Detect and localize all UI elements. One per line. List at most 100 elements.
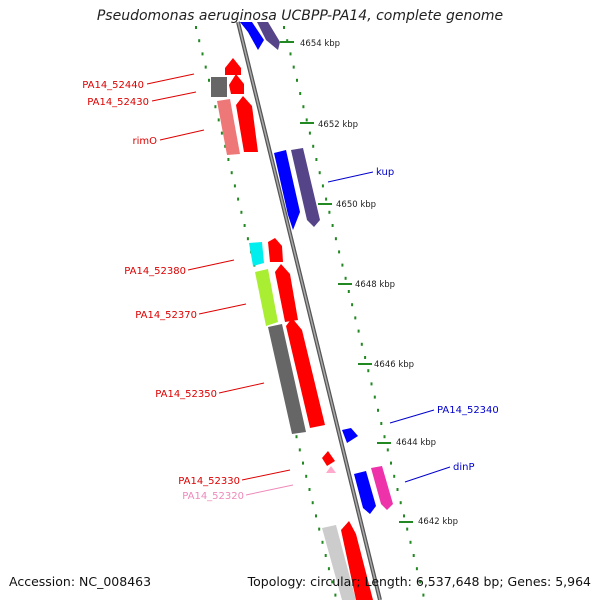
leader-line — [389, 409, 435, 424]
gene-arrow-rimo[interactable] — [236, 96, 258, 152]
boundary-dot — [412, 554, 415, 557]
boundary-dot — [208, 78, 210, 82]
kbp-label: 4652 kbp — [318, 120, 358, 130]
gene-label[interactable]: PA14_52370 — [135, 310, 197, 321]
boundary-dot — [318, 527, 321, 531]
boundary-dot — [204, 65, 207, 69]
boundary-dot — [351, 303, 354, 307]
gene-label[interactable]: rimO — [132, 136, 157, 147]
boundary-dot — [383, 435, 386, 439]
leader-line — [241, 469, 291, 481]
gene-arrow-kup-cog[interactable] — [291, 148, 320, 227]
leader-line — [198, 303, 247, 315]
boundary-dot — [367, 369, 370, 373]
boundary-dot — [325, 197, 328, 201]
gene-arrow-pa14-52340[interactable] — [342, 428, 358, 443]
gene-block-pa14-52430-cog[interactable] — [211, 77, 227, 97]
gene-arrow-pa14-52350[interactable] — [286, 318, 325, 428]
gene-arrow-dinp[interactable] — [354, 471, 376, 514]
kbp-ticks — [280, 41, 413, 523]
boundary-dot — [341, 263, 344, 267]
leader-line — [218, 382, 265, 394]
gene-label[interactable]: PA14_52340 — [437, 405, 499, 416]
gene-label[interactable]: kup — [376, 167, 394, 178]
gene-arrow[interactable] — [257, 22, 280, 50]
boundary-dot — [246, 237, 249, 241]
gene-arrow-bottom[interactable] — [341, 521, 373, 600]
boundary-dot — [415, 567, 418, 571]
gene-label[interactable]: PA14_52320 — [182, 491, 244, 502]
boundary-dot — [370, 382, 373, 386]
boundary-dot — [380, 422, 383, 425]
gene-arrow-pa14-52430[interactable] — [229, 74, 244, 94]
right-dotted-boundary — [283, 26, 425, 597]
boundary-dot — [308, 488, 311, 491]
gene-block-pa14-52370-cog[interactable] — [255, 269, 278, 326]
gene-block-rimo-cog[interactable] — [217, 99, 240, 155]
gene-arrow[interactable] — [240, 22, 264, 50]
gene-label[interactable]: PA14_52330 — [178, 476, 240, 487]
gene-arrow-kup[interactable] — [274, 150, 300, 230]
gene-label[interactable]: PA14_52350 — [155, 389, 217, 400]
gene-block-bottom-cog[interactable] — [322, 525, 356, 600]
boundary-dot — [305, 474, 308, 478]
gene-arrow-pa14-52320[interactable] — [326, 466, 336, 473]
boundary-dot — [217, 118, 220, 122]
gene-arrow-pa14-52370[interactable] — [275, 264, 298, 322]
boundary-dot — [224, 144, 227, 148]
kbp-label: 4650 kbp — [336, 200, 376, 210]
boundary-dot — [233, 184, 236, 188]
boundary-dot — [295, 435, 298, 439]
boundary-dot — [227, 158, 230, 161]
gene-label[interactable]: PA14_52440 — [82, 80, 144, 91]
gene-label[interactable]: PA14_52430 — [87, 97, 149, 108]
kbp-label: 4644 kbp — [396, 438, 436, 448]
boundary-dot — [328, 210, 331, 214]
gene-block-pa14-52350-cog[interactable] — [268, 324, 306, 434]
boundary-dot — [373, 395, 376, 399]
gene-arrow-pa14-52380[interactable] — [268, 238, 283, 262]
leader-line — [327, 171, 374, 183]
leader-line — [151, 91, 197, 102]
boundary-dot — [338, 250, 341, 254]
boundary-dot — [230, 171, 233, 175]
boundary-dot — [360, 342, 363, 346]
leader-line — [245, 484, 294, 496]
gene-label[interactable]: PA14_52380 — [124, 266, 186, 277]
genome-backbone-highlight — [237, 21, 381, 600]
boundary-dot — [321, 184, 324, 188]
boundary-dot — [318, 171, 321, 175]
boundary-dot — [201, 52, 204, 56]
boundary-dot — [386, 448, 389, 452]
boundary-dot — [308, 131, 311, 135]
gene-arrow-dinp-cog[interactable] — [371, 466, 393, 510]
boundary-dot — [296, 78, 298, 82]
accession-label: Accession: NC_008463 — [9, 574, 152, 589]
boundary-dot — [321, 540, 324, 544]
gene-arrow-pa14-52440[interactable] — [225, 58, 241, 75]
boundary-dot — [315, 158, 318, 161]
boundary-dot — [399, 501, 402, 505]
boundary-dot — [302, 461, 304, 465]
boundary-dot — [344, 276, 347, 280]
boundary-dot — [305, 118, 308, 122]
boundary-dot — [406, 527, 409, 531]
leader-line — [146, 73, 195, 85]
gene-block-pa14-52380-cog[interactable] — [249, 242, 264, 266]
boundary-dot — [243, 224, 246, 227]
boundary-dot — [312, 144, 315, 148]
boundary-dot — [302, 105, 305, 109]
boundary-dot — [331, 580, 334, 584]
gene-label[interactable]: dinP — [453, 462, 475, 473]
boundary-dot — [331, 224, 334, 227]
gene-arrow-pa14-52330[interactable] — [322, 451, 335, 466]
boundary-dot — [292, 65, 295, 69]
map-title: Pseudomonas aeruginosa UCBPP-PA14, compl… — [96, 8, 504, 24]
boundary-dot — [324, 554, 327, 557]
boundary-dot — [214, 105, 217, 109]
boundary-dot — [195, 26, 197, 29]
leader-line — [187, 259, 235, 271]
boundary-dot — [409, 540, 412, 544]
boundary-dot — [289, 52, 292, 56]
